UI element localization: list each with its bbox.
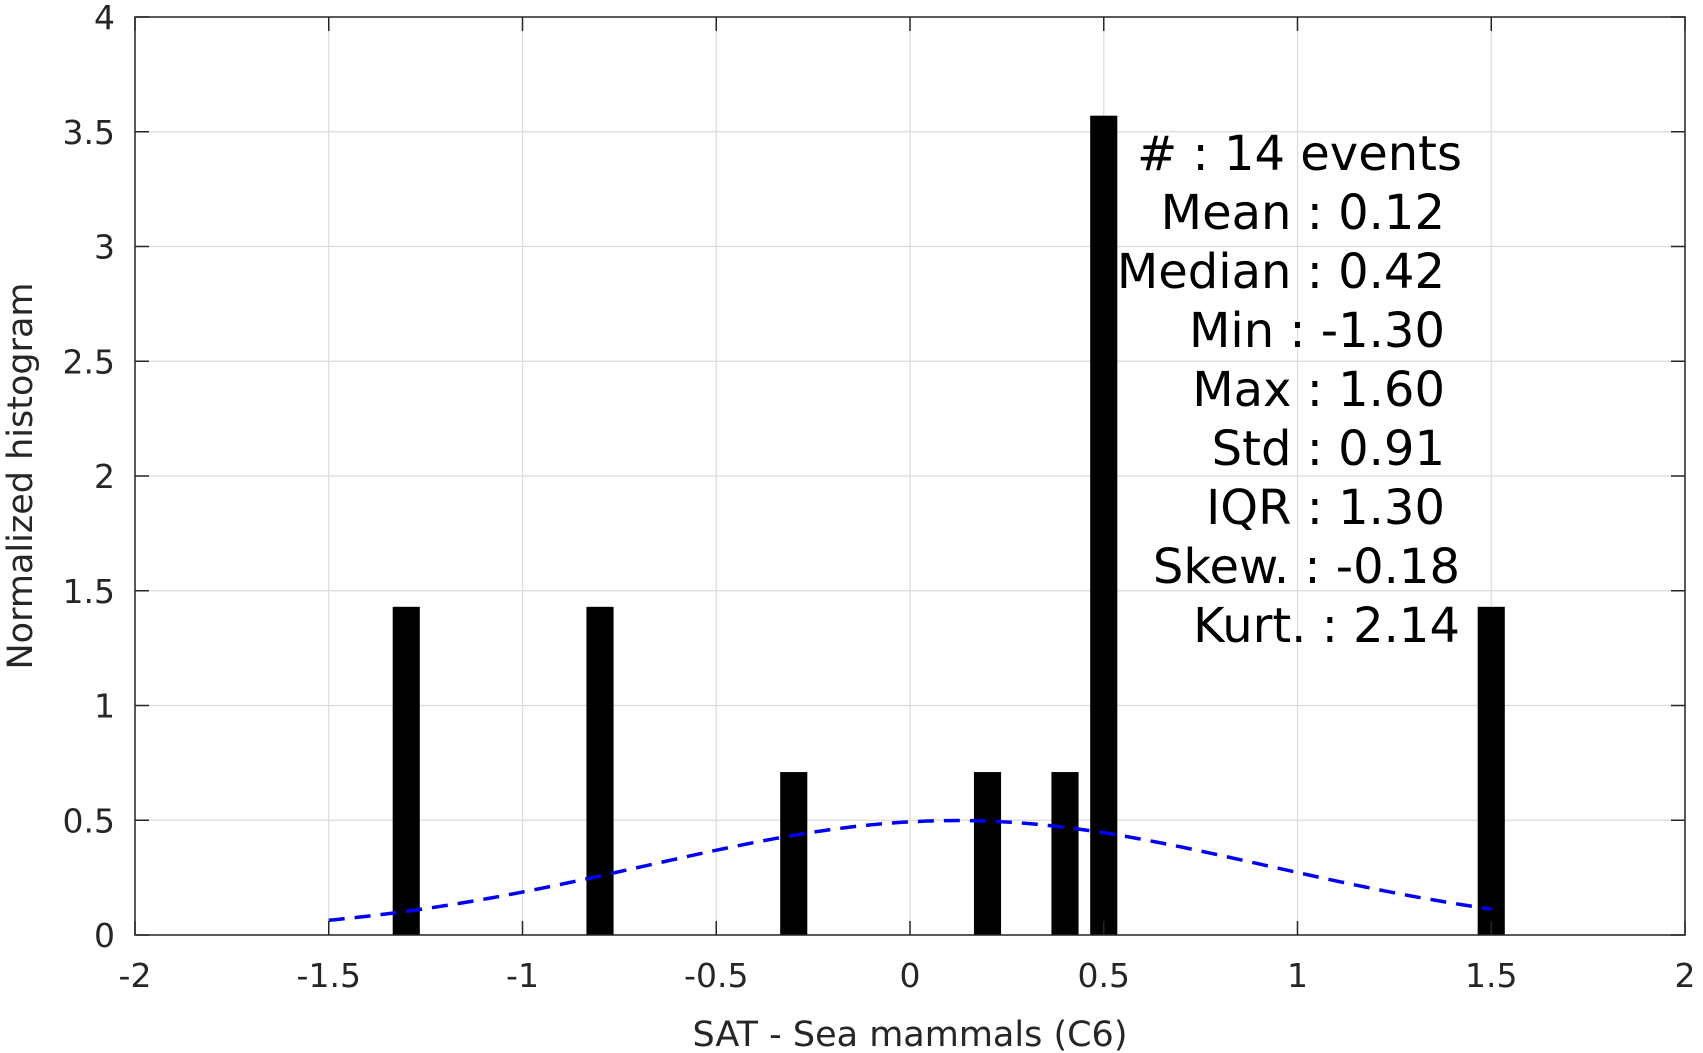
- y-tick-label: 3.5: [63, 113, 115, 152]
- y-tick-label: 2: [94, 457, 115, 496]
- x-tick-label: -2: [119, 956, 152, 995]
- x-tick-label: 1: [1287, 956, 1308, 995]
- x-tick-label: -0.5: [684, 956, 748, 995]
- x-tick-label: -1: [506, 956, 539, 995]
- x-tick-label: -1.5: [297, 956, 361, 995]
- axis-ticks: -2 -1.5 -1 -0.5 0 0.5 1 1.5 2 0 0.5 1 1.5 2 2.5 3 3.5 4: [63, 0, 1696, 995]
- histogram-bar: [1051, 772, 1079, 935]
- stat-line: Max : 1.60: [1192, 362, 1445, 418]
- stat-line: IQR : 1.30: [1206, 480, 1445, 536]
- histogram-bar: [392, 606, 420, 935]
- histogram-bar: [1477, 606, 1505, 935]
- y-tick-label: 0.5: [63, 801, 115, 840]
- x-tick-label: 2: [1675, 956, 1696, 995]
- x-axis-label: SAT - Sea mammals (C6): [693, 1015, 1128, 1053]
- y-tick-label: 2.5: [63, 342, 115, 381]
- stat-line: Skew. : -0.18: [1153, 539, 1460, 595]
- normal-fit-curve: [328, 818, 1492, 923]
- stat-line: Mean : 0.12: [1161, 185, 1445, 241]
- bars: [392, 115, 1505, 935]
- histogram-bar: [1090, 115, 1118, 935]
- x-tick-label: 1.5: [1465, 956, 1517, 995]
- histogram-bar: [586, 606, 614, 935]
- histogram-bar: [973, 772, 1002, 935]
- y-tick-label: 3: [94, 228, 115, 267]
- y-tick-label: 0: [94, 916, 115, 955]
- stat-line: # : 14 events: [1137, 126, 1462, 182]
- y-axis-label: Normalized histogram: [1, 282, 41, 669]
- histogram-bar: [780, 772, 808, 935]
- x-tick-label: 0: [900, 956, 921, 995]
- x-tick-label: 0.5: [1078, 956, 1130, 995]
- y-tick-label: 1.5: [63, 572, 115, 611]
- stat-line: Kurt. : 2.14: [1193, 598, 1460, 654]
- stat-line: Median : 0.42: [1117, 244, 1445, 300]
- stat-line: Min : -1.30: [1189, 303, 1445, 359]
- y-tick-label: 4: [94, 0, 115, 37]
- stat-line: Std : 0.91: [1212, 421, 1445, 477]
- y-tick-label: 1: [94, 687, 115, 726]
